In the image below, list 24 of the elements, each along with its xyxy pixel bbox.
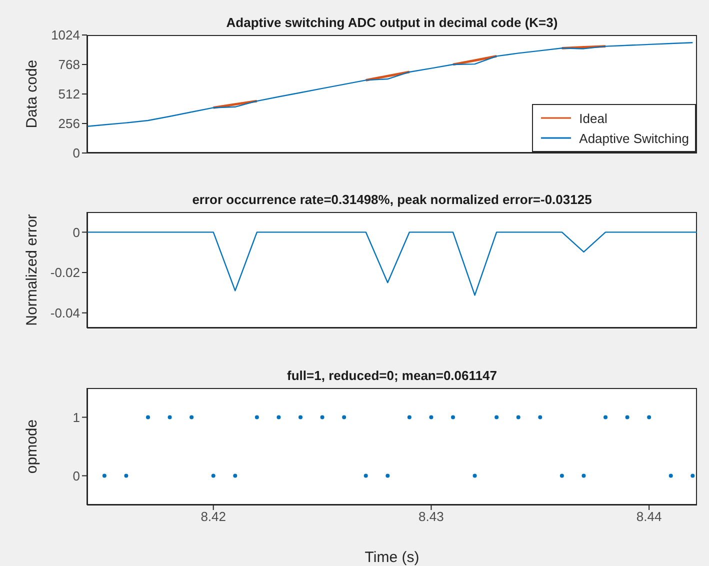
y-axis-title: Data code: [23, 60, 40, 128]
chart-title: full=1, reduced=0; mean=0.061147: [286, 368, 498, 383]
legend-label: Ideal: [579, 110, 608, 126]
y-tick-label: 768: [58, 57, 80, 72]
y-tick-label: 512: [58, 86, 80, 102]
y-tick-label: 0: [72, 224, 80, 240]
x-tick-label: 8.44: [636, 509, 662, 524]
x-axis-title: Time (s): [364, 549, 420, 566]
legend-label: Adaptive Switching: [579, 130, 689, 146]
chart-title: error occurrence rate=0.31498%, peak normalized error=-0.03125: [191, 192, 593, 207]
y-tick-label: 1024: [51, 28, 80, 43]
y-axis-title: Normalized error: [23, 214, 40, 326]
y-axis-title: opmode: [23, 419, 40, 474]
y-tick-label: -0.04: [50, 305, 80, 320]
x-tick-label: 8.42: [200, 509, 226, 524]
line-series: [87, 42, 694, 127]
y-tick-label: 1: [72, 410, 80, 425]
line-series: [87, 232, 697, 296]
y-tick-label: 256: [58, 116, 80, 132]
y-tick-label: 0: [72, 146, 80, 161]
x-tick-label: 8.43: [418, 509, 444, 524]
chart-title: Adaptive switching ADC output in decimal code (K=3): [225, 15, 559, 30]
y-tick-label: 0: [72, 468, 80, 484]
y-tick-label: -0.02: [50, 265, 80, 280]
